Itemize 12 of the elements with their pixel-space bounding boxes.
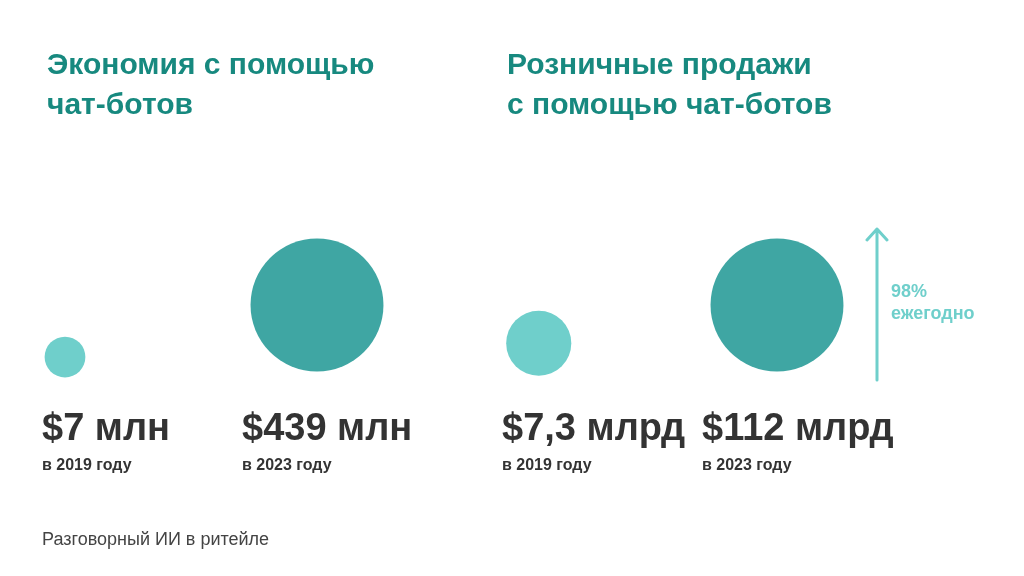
text: Разговорный ИИ в ритейле xyxy=(42,529,270,549)
chart-title: Розничные продажи с помощью чат-ботов xyxy=(507,47,832,120)
chart-title: Экономия с помощью чат-ботов xyxy=(47,47,375,120)
x-tick-label: в 2023 году xyxy=(242,456,332,473)
data-label: $112 млрд xyxy=(702,406,894,448)
x-tick-label: в 2019 году xyxy=(502,456,592,473)
x-tick-label: в 2023 году xyxy=(702,456,792,473)
data-label: $7 млн xyxy=(42,406,171,448)
data-label: $439 млн xyxy=(242,406,413,448)
x-tick-label: в 2019 году xyxy=(42,456,132,473)
data-label: $7,3 млрд xyxy=(502,406,686,448)
text: 98% ежегодно xyxy=(891,281,975,323)
